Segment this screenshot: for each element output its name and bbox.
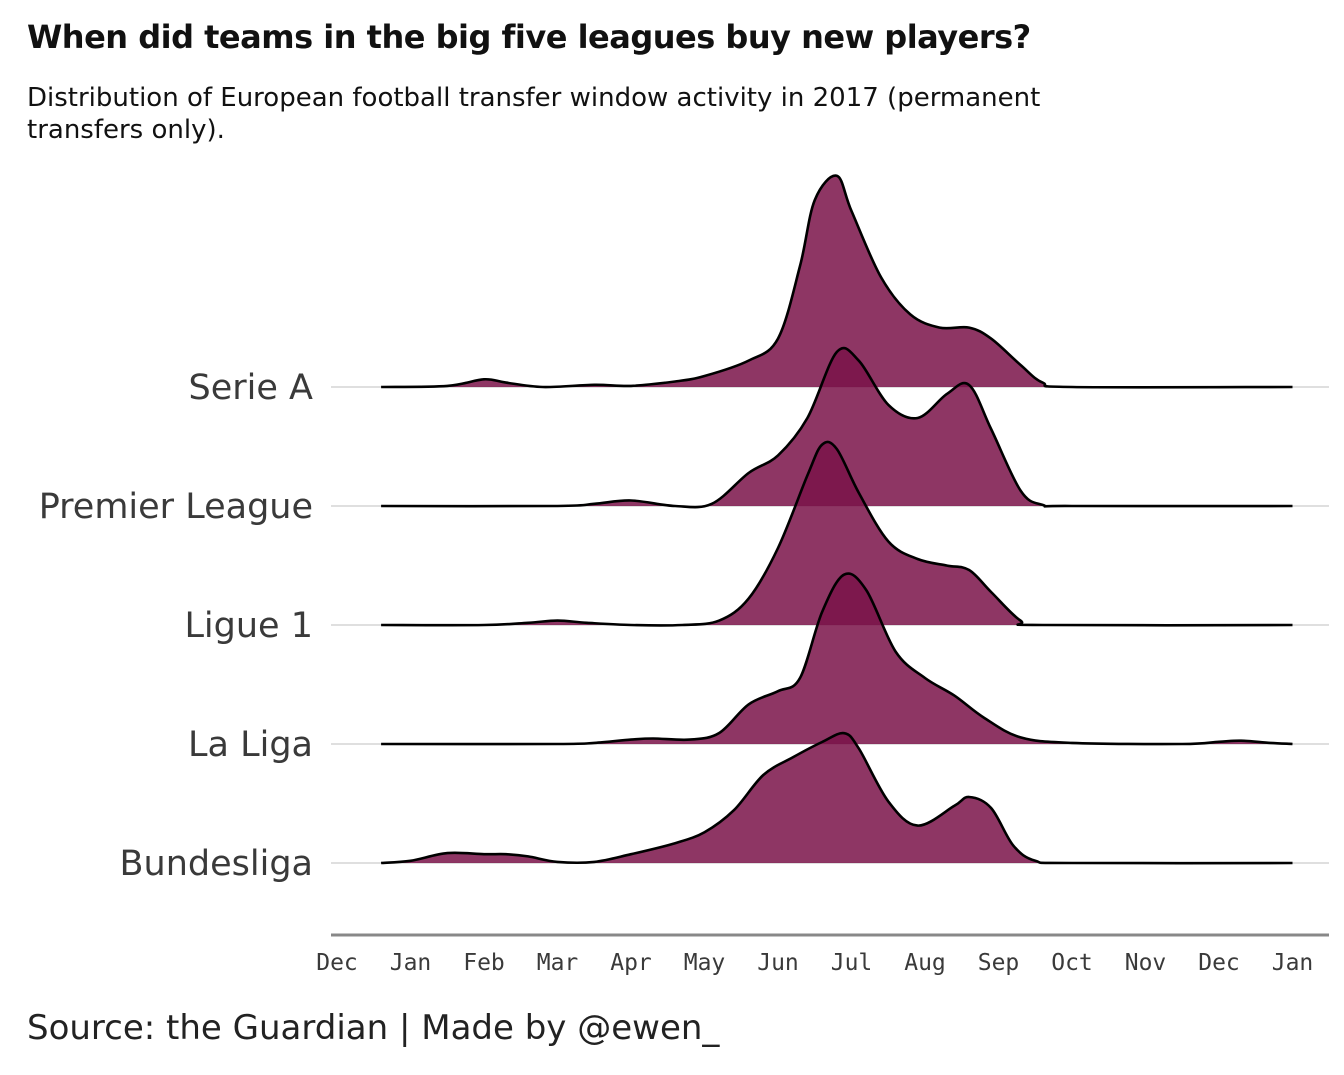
chart-title: When did teams in the big five leagues b… — [27, 18, 1031, 56]
league-labels: Serie A Premier League Ligue 1 La Liga Bunde… — [39, 368, 313, 884]
ridge-premier-league — [381, 346, 1293, 509]
x-tick-label: Dec — [1198, 950, 1240, 976]
chart-subtitle: Distribution of European football transf… — [27, 83, 1041, 145]
x-tick-label: Sep — [978, 950, 1020, 976]
x-tick-label: Apr — [610, 950, 652, 976]
x-tick-label: Oct — [1051, 950, 1093, 976]
x-tick-label: Dec — [316, 950, 358, 976]
source-caption: Source: the Guardian | Made by @ewen_ — [27, 1008, 720, 1048]
y-label-ligue-1: Ligue 1 — [184, 606, 313, 646]
x-tick-label: May — [684, 950, 726, 976]
y-label-premier-league: Premier League — [39, 487, 313, 527]
y-label-bundesliga: Bundesliga — [120, 844, 313, 884]
x-tick-label: Aug — [904, 950, 946, 976]
ridge-la-liga — [381, 572, 1293, 746]
ridge-outline-premier-league — [381, 346, 1293, 509]
x-tick-label: Nov — [1125, 950, 1167, 976]
x-tick-label: Jul — [831, 950, 873, 976]
ridge-area-bundesliga — [381, 733, 1293, 864]
ridge-area-la-liga — [381, 573, 1293, 745]
ridge-bundesliga — [380, 731, 1293, 865]
ridge-area-ligue-1 — [381, 441, 1293, 626]
x-tick-label: Jan — [390, 950, 432, 976]
x-tick-label: Feb — [463, 950, 505, 976]
ridge-serie-a — [381, 174, 1293, 389]
y-label-la-liga: La Liga — [188, 725, 313, 765]
ridge-ligue-1 — [381, 440, 1293, 627]
x-tick-label: Jan — [1272, 950, 1314, 976]
ridge-outline-ligue-1 — [381, 440, 1293, 627]
ridge-outline-bundesliga — [380, 731, 1293, 865]
x-tick-label: Mar — [537, 950, 579, 976]
ridge-area-premier-league — [381, 348, 1293, 508]
ridge-outline-la-liga — [381, 572, 1293, 746]
ridge-area-serie-a — [381, 175, 1293, 388]
ridge-outline-serie-a — [381, 174, 1293, 389]
x-tick-label: Jun — [757, 950, 799, 976]
x-axis-tick-labels: Dec Jan Feb Mar Apr May Jun Jul Aug Sep Oct Nov Dec J… — [316, 950, 1313, 976]
density-ridges — [380, 174, 1293, 865]
y-label-serie-a: Serie A — [189, 368, 314, 408]
